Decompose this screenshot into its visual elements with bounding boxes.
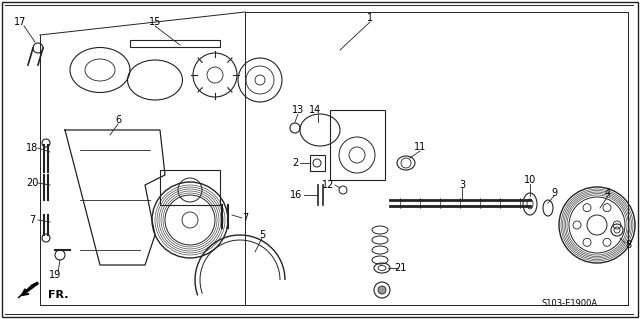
Text: 6: 6 xyxy=(115,115,121,125)
Text: 18: 18 xyxy=(26,143,38,153)
Text: 1: 1 xyxy=(367,13,373,23)
Text: 8: 8 xyxy=(625,240,631,250)
Text: 7: 7 xyxy=(29,215,35,225)
Text: 9: 9 xyxy=(551,188,557,198)
Bar xyxy=(130,40,220,47)
Text: 3: 3 xyxy=(459,180,465,190)
Text: 5: 5 xyxy=(259,230,265,240)
Bar xyxy=(330,110,385,180)
Text: 16: 16 xyxy=(290,190,302,200)
Text: 21: 21 xyxy=(394,263,406,273)
Text: 20: 20 xyxy=(26,178,38,188)
Text: S103-E1900A: S103-E1900A xyxy=(542,299,598,308)
Bar xyxy=(310,155,325,171)
Text: 17: 17 xyxy=(14,17,26,27)
Circle shape xyxy=(378,286,386,294)
Text: 15: 15 xyxy=(149,17,161,27)
Polygon shape xyxy=(18,282,38,298)
Text: 10: 10 xyxy=(524,175,536,185)
Text: 2: 2 xyxy=(292,158,298,168)
Text: 4: 4 xyxy=(605,188,611,198)
Text: 13: 13 xyxy=(292,105,304,115)
Text: 11: 11 xyxy=(414,142,426,152)
Text: 19: 19 xyxy=(49,270,61,280)
Text: FR.: FR. xyxy=(48,290,68,300)
Text: 7: 7 xyxy=(242,213,248,223)
Text: 12: 12 xyxy=(322,180,334,190)
Bar xyxy=(160,170,220,205)
Text: 14: 14 xyxy=(309,105,321,115)
